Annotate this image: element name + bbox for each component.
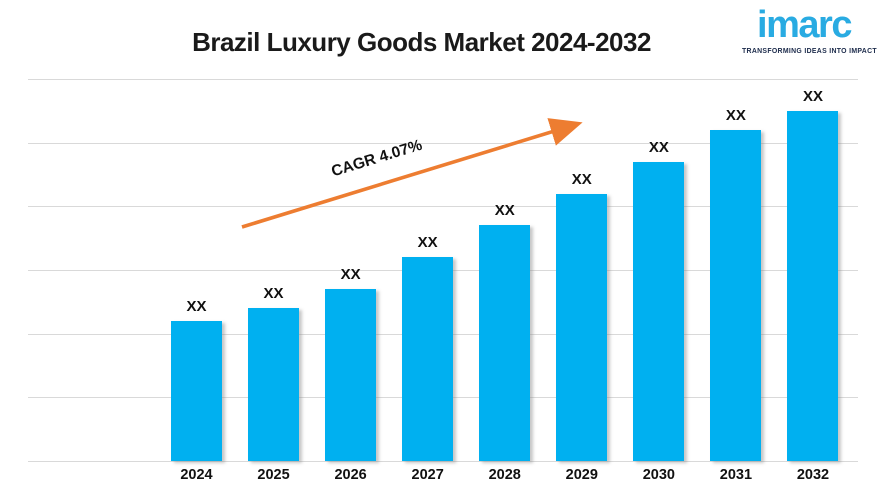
x-axis-label-2031: 2031	[719, 467, 753, 483]
bar-2032	[787, 110, 839, 461]
x-axis-label-2024: 2024	[180, 467, 213, 483]
x-axis-label-2030: 2030	[642, 467, 675, 483]
bar-2028	[479, 225, 531, 461]
imarc-logo-tagline: TRANSFORMING IDEAS INTO IMPACT	[742, 47, 877, 55]
bar-value-label-2028: XX	[494, 202, 515, 220]
bar-2027	[402, 257, 454, 461]
bar-2024	[171, 320, 222, 461]
bar-value-label-2026: XX	[340, 266, 361, 284]
page-title: Brazil Luxury Goods Market 2024-2032	[192, 27, 651, 57]
bar-value-label-2025: XX	[263, 285, 284, 303]
x-axis-label-2026: 2026	[334, 467, 367, 483]
x-axis-line	[28, 461, 858, 462]
bar-value-label-2024: XX	[186, 297, 207, 315]
bar-2025	[248, 308, 300, 461]
bar-2031	[710, 129, 762, 461]
bar-2030	[633, 161, 685, 461]
bar-2026	[325, 289, 377, 461]
bar-value-label-2030: XX	[648, 138, 669, 156]
bar-value-label-2027: XX	[417, 234, 438, 252]
imarc-logo: imarc TRANSFORMING IDEAS INTO IMPACT	[742, 4, 877, 55]
bar-value-label-2029: XX	[571, 170, 592, 188]
gridline	[28, 79, 858, 80]
x-axis-label-2032: 2032	[796, 467, 830, 483]
x-axis-label-2027: 2027	[411, 467, 444, 483]
bar-2029	[556, 193, 608, 461]
bar-value-label-2031: XX	[725, 106, 746, 124]
x-axis-label-2025: 2025	[257, 467, 290, 483]
bar-value-label-2032: XX	[802, 87, 823, 105]
x-axis-label-2028: 2028	[488, 467, 521, 483]
imarc-logo-wordmark: imarc	[757, 4, 852, 46]
x-axis-label-2029: 2029	[565, 467, 598, 483]
